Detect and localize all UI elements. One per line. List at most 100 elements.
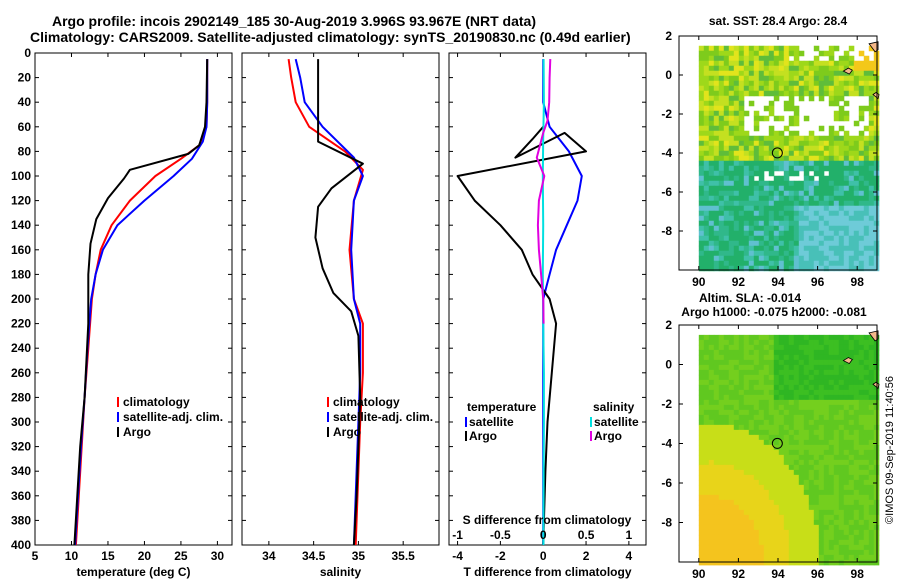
map-cell <box>798 95 805 102</box>
map-cell <box>783 75 790 82</box>
map-cell <box>858 170 865 177</box>
map-cell <box>868 220 875 227</box>
map-cell <box>778 165 785 172</box>
map-cell <box>808 384 815 391</box>
map-cell <box>708 70 715 77</box>
map-cell <box>868 409 875 416</box>
map-cell <box>843 344 850 351</box>
map-cell <box>723 155 730 162</box>
map-cell <box>863 534 870 541</box>
map-cell <box>828 504 835 511</box>
map-cell <box>803 220 810 227</box>
map-cell <box>828 479 835 486</box>
map-cell <box>753 60 760 67</box>
map-cell <box>848 489 855 496</box>
map-cell <box>848 135 855 142</box>
map-cell <box>808 509 815 516</box>
map-cell <box>818 559 825 566</box>
map-cell <box>713 105 720 112</box>
map-cell <box>738 499 745 506</box>
map-cell <box>853 524 860 531</box>
map-cell <box>753 469 760 476</box>
map-cell <box>728 90 735 97</box>
map-cell <box>753 115 760 122</box>
map-cell <box>768 165 775 172</box>
legend-label-salinity: satellite-adj. clim. <box>333 410 433 424</box>
map-cell <box>858 474 865 481</box>
map-cell <box>843 210 850 217</box>
map-cell <box>698 424 705 431</box>
map-cell <box>843 130 850 137</box>
map-cell <box>793 334 800 341</box>
map-cell <box>773 50 780 57</box>
map-cell <box>838 474 845 481</box>
map-cell <box>723 469 730 476</box>
map-cell <box>728 165 735 172</box>
map-cell <box>818 190 825 197</box>
legend-label-difference: satellite <box>469 415 514 429</box>
map-cell <box>768 474 775 481</box>
map-cell <box>743 499 750 506</box>
map-cell <box>708 195 715 202</box>
map-cell <box>843 334 850 341</box>
map-cell <box>833 444 840 451</box>
map-cell <box>743 539 750 546</box>
map-cell <box>803 150 810 157</box>
map-cell <box>788 414 795 421</box>
map-cell <box>868 369 875 376</box>
map-cell <box>798 464 805 471</box>
map-cell <box>788 409 795 416</box>
map-cell <box>783 409 790 416</box>
map-cell <box>703 514 710 521</box>
map-cell <box>853 379 860 386</box>
map-cell <box>728 399 735 406</box>
map-cell <box>858 489 865 496</box>
map-cell <box>708 489 715 496</box>
map-cell <box>868 449 875 456</box>
map-cell <box>783 50 790 57</box>
map-cell <box>758 115 765 122</box>
map-cell <box>793 484 800 491</box>
map-cell <box>758 85 765 92</box>
map-cell <box>848 70 855 77</box>
map-cell <box>798 150 805 157</box>
map-cell <box>783 140 790 147</box>
map-cell <box>823 364 830 371</box>
depth-tick-label: 80 <box>18 144 32 158</box>
map-cell <box>853 424 860 431</box>
map-cell <box>758 195 765 202</box>
map-cell <box>783 529 790 536</box>
map-cell <box>758 70 765 77</box>
map-cell <box>718 60 725 67</box>
map-cell <box>723 235 730 242</box>
map-cell <box>868 135 875 142</box>
map-cell <box>718 205 725 212</box>
map-cell <box>738 240 745 247</box>
map-cell <box>848 389 855 396</box>
map-cell <box>718 230 725 237</box>
map-cell <box>763 489 770 496</box>
map-cell <box>783 504 790 511</box>
map-cell <box>703 45 710 52</box>
map-cell <box>783 240 790 247</box>
map-cell <box>698 429 705 436</box>
map-cell <box>713 554 720 561</box>
map-cell <box>698 454 705 461</box>
map-cell <box>758 150 765 157</box>
top-tick-label-difference: -0.5 <box>490 528 511 542</box>
map-cell <box>848 544 855 551</box>
map-cell <box>868 175 875 182</box>
map-cell <box>748 379 755 386</box>
map-cell <box>848 200 855 207</box>
map-cell <box>818 469 825 476</box>
map-cell <box>833 45 840 52</box>
map-cell <box>828 90 835 97</box>
map-cell <box>713 344 720 351</box>
map-cell <box>748 205 755 212</box>
map-cell <box>768 110 775 117</box>
depth-tick-label: 400 <box>11 538 31 552</box>
map-cell <box>843 494 850 501</box>
map-cell <box>858 75 865 82</box>
map-cell <box>728 195 735 202</box>
map-cell <box>743 334 750 341</box>
